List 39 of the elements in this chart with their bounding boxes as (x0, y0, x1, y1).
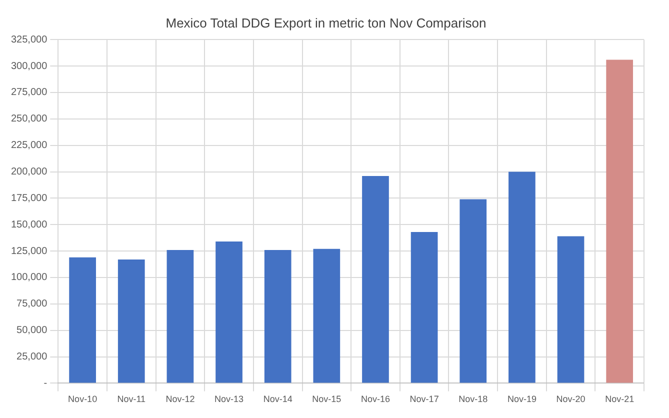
bar (410, 232, 438, 383)
y-tick-label: 300,000 (10, 60, 48, 72)
bar (264, 250, 292, 383)
y-tick-label: 25,000 (16, 352, 48, 363)
x-tick-label: Nov-19 (507, 394, 536, 404)
bar (460, 199, 487, 383)
y-tick-label: 100,000 (10, 272, 48, 284)
bar (216, 242, 242, 383)
y-tick-label: 50,000 (16, 325, 48, 336)
y-tick-label: 125,000 (10, 246, 48, 257)
bar (69, 257, 96, 383)
y-tick-label: 150,000 (10, 219, 48, 230)
y-tick-label: 275,000 (10, 87, 48, 98)
x-tick-label: Nov-10 (68, 394, 98, 404)
bar (557, 236, 584, 383)
x-tick-label: Nov-20 (556, 394, 586, 404)
x-tick-label: Nov-13 (214, 394, 244, 404)
chart-title: Mexico Total DDG Export in metric ton Nov Comparison (166, 15, 486, 30)
bar (166, 250, 194, 383)
x-tick-label: Nov-15 (312, 394, 342, 404)
y-tick-label: 325,000 (10, 34, 48, 46)
x-tick-label: Nov-14 (263, 394, 292, 404)
y-tick-label: 250,000 (10, 114, 48, 125)
y-tick-label: 225,000 (10, 140, 48, 152)
bar (362, 176, 389, 383)
y-tick-label: 175,000 (10, 192, 48, 204)
bar (313, 248, 340, 383)
y-tick-label: 75,000 (16, 298, 48, 310)
bar (508, 172, 536, 383)
bar (118, 260, 145, 383)
y-tick-label: - (44, 378, 48, 389)
x-tick-label: Nov-21 (605, 394, 634, 404)
x-tick-label: Nov-16 (360, 394, 390, 404)
x-tick-label: Nov-18 (458, 394, 488, 404)
x-tick-label: Nov-11 (117, 394, 146, 404)
bar (606, 60, 634, 383)
x-tick-label: Nov-17 (410, 394, 439, 404)
y-tick-label: 200,000 (10, 166, 48, 178)
x-tick-label: Nov-12 (166, 394, 195, 404)
